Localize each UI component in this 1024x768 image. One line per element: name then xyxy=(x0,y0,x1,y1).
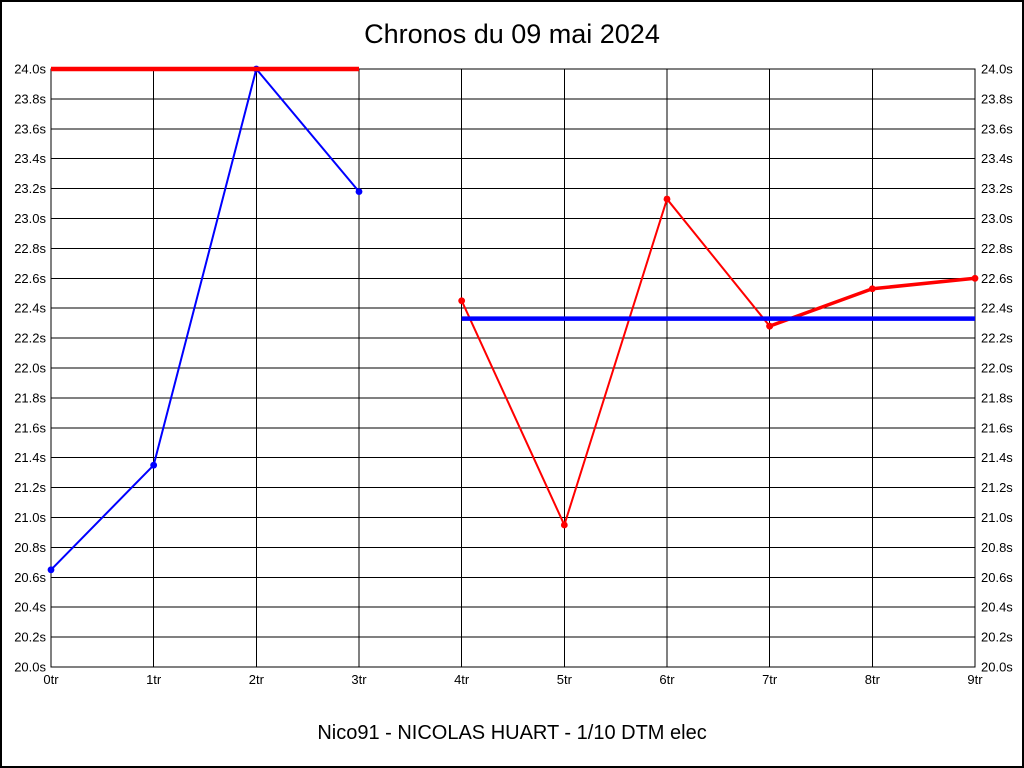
y-axis-label-left: 21.8s xyxy=(14,390,46,405)
run1-lap-times-blue-line xyxy=(50,68,360,571)
y-axis-label-left: 23.4s xyxy=(14,151,46,166)
x-axis-label: 8tr xyxy=(865,672,881,687)
x-axis-label: 3tr xyxy=(351,672,367,687)
y-axis-label-left: 22.6s xyxy=(14,271,46,286)
y-axis-label-right: 21.0s xyxy=(981,510,1013,525)
y-axis-label-right: 20.4s xyxy=(981,600,1013,615)
x-axis-label: 5tr xyxy=(557,672,573,687)
run1-lap-times-blue-marker xyxy=(47,566,55,574)
run2-lap-times-red-thick-marker xyxy=(971,274,979,282)
y-axis-label-right: 23.4s xyxy=(981,151,1013,166)
y-axis-label-right: 20.2s xyxy=(981,630,1013,645)
y-axis-label-right: 22.0s xyxy=(981,361,1013,376)
x-axis-label: 7tr xyxy=(762,672,778,687)
y-axis-label-left: 23.0s xyxy=(14,211,46,226)
y-axis-label-left: 21.2s xyxy=(14,480,46,495)
x-axis-label: 0tr xyxy=(43,672,59,687)
x-axis-label: 1tr xyxy=(146,672,162,687)
y-axis-label-right: 22.4s xyxy=(981,301,1013,316)
y-axis-label-right: 20.8s xyxy=(981,540,1013,555)
x-axis-label: 9tr xyxy=(967,672,983,687)
run2-lap-times-red-thick-marker xyxy=(766,322,774,330)
y-axis-label-right: 21.6s xyxy=(981,420,1013,435)
y-axis-label-right: 21.8s xyxy=(981,390,1013,405)
chart-title: Chronos du 09 mai 2024 xyxy=(364,19,660,49)
y-axis-label-left: 20.8s xyxy=(14,540,46,555)
plot-border xyxy=(50,68,976,668)
y-axis-label-left: 20.2s xyxy=(14,630,46,645)
y-axis-label-left: 21.0s xyxy=(14,510,46,525)
y-axis-label-right: 21.2s xyxy=(981,480,1013,495)
y-axis-label-left: 21.6s xyxy=(14,420,46,435)
x-axis-label: 6tr xyxy=(659,672,675,687)
y-axis-label-right: 21.4s xyxy=(981,450,1013,465)
run2-lap-times-red-line xyxy=(460,198,771,526)
run2-lap-times-red-thick-marker xyxy=(868,285,876,293)
run1-lap-times-blue-marker xyxy=(355,188,363,195)
y-axis-label-left: 22.2s xyxy=(14,331,46,346)
y-axis-label-left: 24.0s xyxy=(14,62,46,77)
run2-lap-times-red-marker xyxy=(560,521,568,529)
y-axis-label-right: 23.8s xyxy=(981,91,1013,106)
y-axis-label-right: 20.0s xyxy=(981,660,1013,675)
y-axis-label-left: 20.6s xyxy=(14,570,46,585)
y-axis-label-left: 20.0s xyxy=(14,660,46,675)
y-axis-label-left: 22.8s xyxy=(14,241,46,256)
y-axis-label-right: 23.6s xyxy=(981,121,1013,136)
y-axis-label-left: 22.0s xyxy=(14,361,46,376)
y-axis-label-right: 22.8s xyxy=(981,241,1013,256)
y-axis-label-left: 23.8s xyxy=(14,91,46,106)
y-axis-label-right: 24.0s xyxy=(981,62,1013,77)
y-axis-label-left: 23.2s xyxy=(14,181,46,196)
run1-lap-times-blue-marker xyxy=(150,461,158,469)
y-axis-label-left: 22.4s xyxy=(14,301,46,316)
y-axis-label-right: 23.0s xyxy=(981,211,1013,226)
x-axis-label: 2tr xyxy=(249,672,265,687)
grid xyxy=(50,68,976,668)
y-axis-label-left: 21.4s xyxy=(14,450,46,465)
x-axis-label: 4tr xyxy=(454,672,470,687)
y-axis-label-left: 20.4s xyxy=(14,600,46,615)
y-axis-label-right: 20.6s xyxy=(981,570,1013,585)
y-axis-label-left: 23.6s xyxy=(14,121,46,136)
run2-lap-times-red-marker xyxy=(458,297,466,305)
chart-footer-driver-label: Nico91 - NICOLAS HUART - 1/10 DTM elec xyxy=(317,722,707,744)
y-axis-label-right: 23.2s xyxy=(981,181,1013,196)
run2-lap-times-red-marker xyxy=(663,195,671,203)
y-axis-label-right: 22.6s xyxy=(981,271,1013,286)
y-axis-label-right: 22.2s xyxy=(981,331,1013,346)
